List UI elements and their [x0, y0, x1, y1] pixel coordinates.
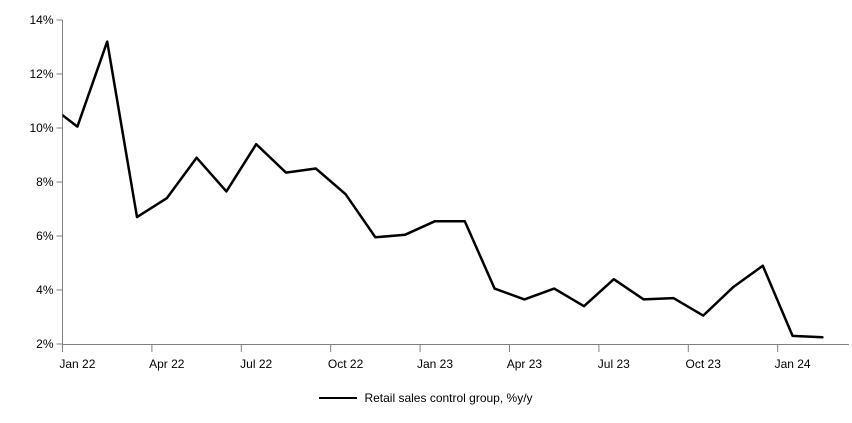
y-tick-label: 10% [29, 121, 53, 135]
x-tick-label: Jan 24 [775, 357, 811, 371]
x-tick-label: Oct 22 [328, 357, 364, 371]
legend-line-sample [319, 396, 358, 400]
x-tick-label: Jan 22 [59, 357, 95, 371]
legend: Retail sales control group, %y/y [0, 391, 852, 405]
y-tick-label: 14% [29, 13, 53, 27]
y-tick-label: 2% [36, 337, 54, 351]
y-tick-label: 12% [29, 67, 53, 81]
y-tick-label: 6% [36, 229, 54, 243]
x-tick-label: Apr 22 [149, 357, 185, 371]
x-tick-label: Oct 23 [686, 357, 722, 371]
legend-label: Retail sales control group, %y/y [364, 391, 533, 405]
x-tick-label: Apr 23 [507, 357, 543, 371]
y-tick-label: 4% [36, 283, 54, 297]
x-tick-label: Jul 22 [240, 357, 272, 371]
x-tick-label: Jul 23 [598, 357, 630, 371]
y-tick-label: 8% [36, 175, 54, 189]
x-tick-label: Jan 23 [417, 357, 453, 371]
series-line-retail-sales-control-group [62, 40, 824, 339]
